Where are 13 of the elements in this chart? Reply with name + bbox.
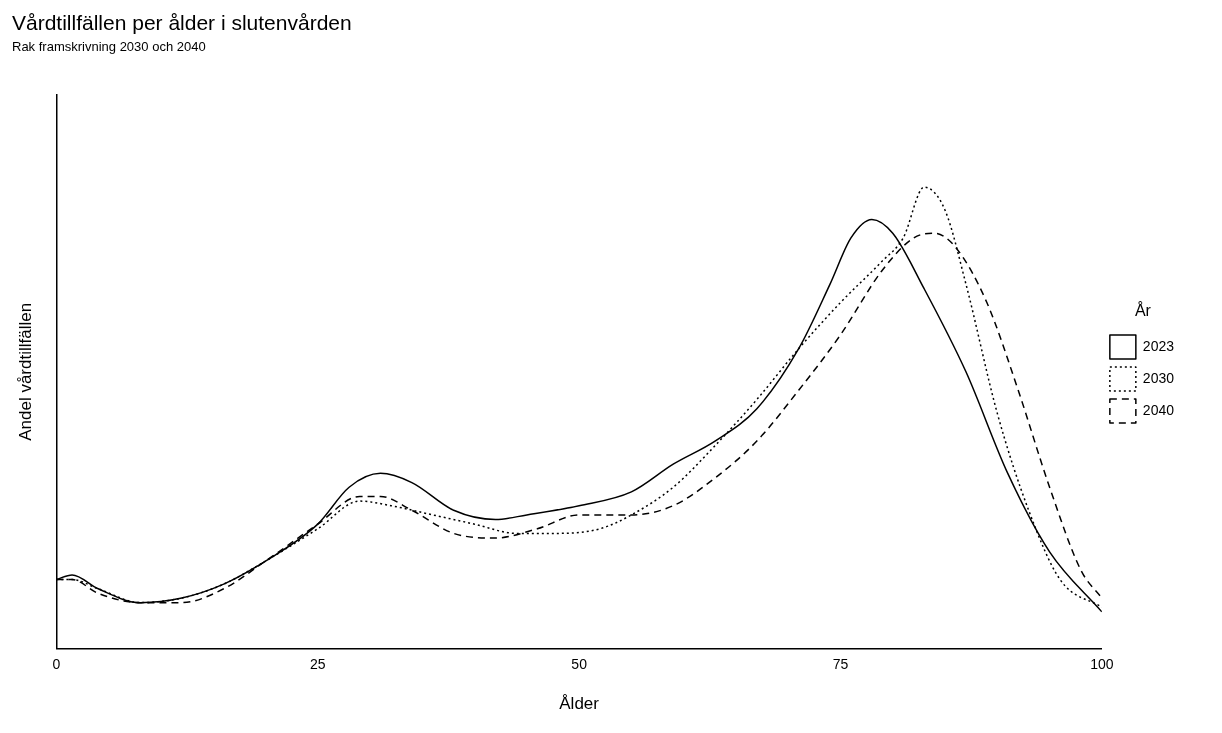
x-tick-label: 25 [309, 656, 326, 673]
legend-label: 2040 [1142, 401, 1175, 418]
chart-subtitle: Rak framskrivning 2030 och 2040 [12, 38, 206, 54]
legend-title: År [1134, 301, 1152, 320]
chart-title: Vårdtillfällen per ålder i slutenvården [12, 11, 352, 35]
legend-label: 2030 [1142, 369, 1175, 386]
x-tick-label: 50 [571, 656, 588, 673]
legend-label: 2023 [1142, 337, 1175, 354]
x-tick-label: 100 [1090, 656, 1114, 673]
x-tick-label: 0 [52, 656, 61, 673]
x-axis-title: Ålder [559, 694, 600, 714]
y-axis-title: Andel vårdtillfällen [15, 302, 35, 441]
x-tick-label: 75 [832, 656, 849, 673]
